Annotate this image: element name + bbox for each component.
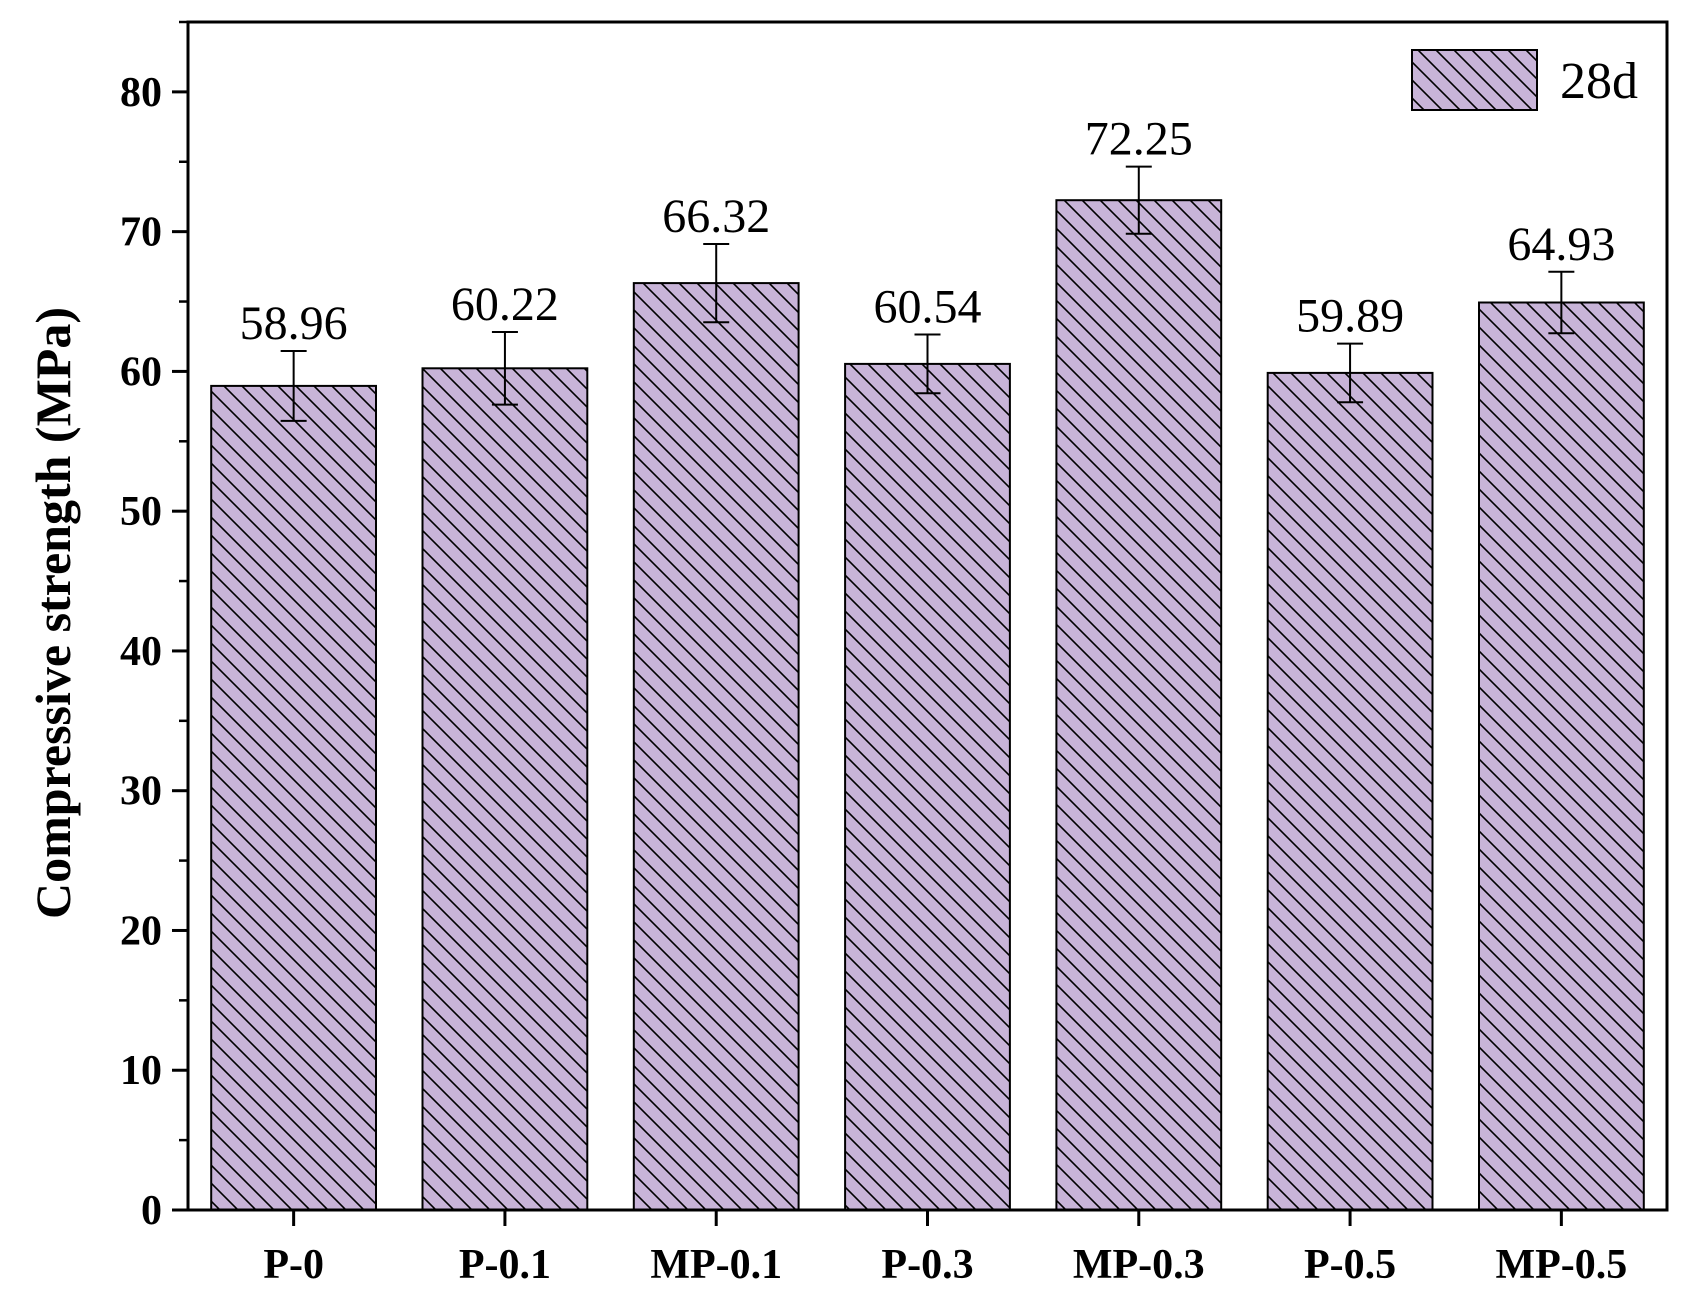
x-tick-label: MP-0.1 (650, 1242, 782, 1288)
y-tick-label: 70 (120, 210, 162, 256)
y-tick-label: 30 (120, 769, 162, 815)
data-label: 72.25 (1085, 113, 1193, 166)
bar-mp-0-3 (1055, 199, 1223, 1211)
x-tick-label: MP-0.3 (1073, 1242, 1205, 1288)
legend-label: 28d (1560, 53, 1638, 110)
legend-swatch (1411, 49, 1538, 111)
data-label: 60.22 (451, 278, 559, 331)
bar-mp-0-5 (1478, 301, 1645, 1211)
data-label: 60.54 (874, 281, 982, 334)
x-tick-label: MP-0.5 (1495, 1242, 1627, 1288)
y-tick-label: 80 (120, 70, 162, 116)
bar-p-0-3 (844, 362, 1011, 1211)
bar-p-0-5 (1266, 371, 1434, 1211)
bar-mp-0-1 (632, 282, 800, 1212)
data-label: 66.32 (662, 190, 770, 243)
y-tick-label: 20 (120, 908, 162, 954)
x-tick-label: P-0.5 (1304, 1242, 1396, 1288)
y-axis-title: Compressive strength (MPa) (25, 307, 81, 919)
data-label: 58.96 (240, 297, 348, 350)
y-tick-label: 60 (120, 349, 162, 395)
data-label: 59.89 (1296, 290, 1404, 343)
x-tick-label: P-0.3 (881, 1242, 973, 1288)
y-tick-label: 50 (120, 489, 162, 535)
y-tick-label: 10 (120, 1048, 162, 1094)
x-tick-label: P-0 (263, 1242, 324, 1288)
y-tick-label: 0 (141, 1188, 162, 1234)
y-tick-label: 40 (120, 629, 162, 675)
data-label: 64.93 (1507, 218, 1615, 271)
bar-p-0-1 (421, 367, 589, 1211)
x-tick-label: P-0.1 (459, 1242, 551, 1288)
bar-p-0 (210, 384, 377, 1211)
